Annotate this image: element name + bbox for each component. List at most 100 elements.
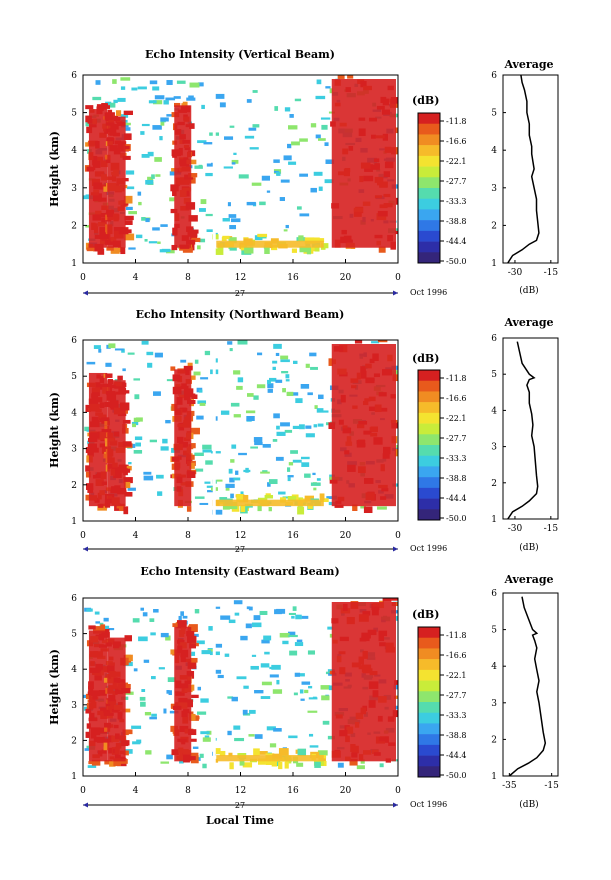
heatmap-cell bbox=[113, 758, 121, 766]
heatmap-cell bbox=[140, 607, 145, 611]
heatmap-cell bbox=[233, 477, 241, 481]
x-tick-label: 20 bbox=[340, 273, 352, 283]
heatmap-cell bbox=[282, 388, 286, 393]
heatmap-cell bbox=[314, 244, 320, 252]
heatmap-cell bbox=[214, 248, 224, 255]
heatmap-cell bbox=[122, 441, 132, 447]
heatmap-cell bbox=[128, 247, 136, 250]
heatmap-cell bbox=[251, 654, 257, 657]
x-tick-label: 0 bbox=[80, 786, 86, 796]
heatmap-cell bbox=[394, 705, 398, 710]
heatmap-cell bbox=[84, 426, 90, 432]
heatmap-cell bbox=[87, 765, 97, 768]
heatmap-cell bbox=[166, 80, 173, 85]
colorbar-tick-label: -27.7 bbox=[446, 177, 467, 186]
x-tick-label: 0 bbox=[395, 786, 401, 796]
heatmap-cell bbox=[225, 483, 235, 488]
heatmap-cell bbox=[268, 479, 278, 485]
colorbar-swatch bbox=[418, 177, 440, 189]
heatmap-cell bbox=[220, 615, 231, 620]
heatmap-cell bbox=[307, 710, 318, 713]
heatmap-cell bbox=[163, 708, 167, 714]
heatmap-cell bbox=[242, 709, 248, 715]
heatmap-cell bbox=[233, 370, 241, 375]
heatmap-cell bbox=[244, 135, 255, 139]
heatmap-cell bbox=[259, 751, 268, 755]
heatmap-cell bbox=[245, 410, 256, 414]
heatmap-cell bbox=[194, 496, 205, 499]
heatmap-cell bbox=[371, 341, 380, 344]
colorbar-tick-label: -38.8 bbox=[446, 217, 467, 226]
colorbar-frame bbox=[417, 626, 441, 778]
heatmap-cell bbox=[310, 187, 317, 193]
colorbar-swatch bbox=[418, 220, 440, 232]
heatmap-cell bbox=[123, 506, 129, 515]
average-y-tick-label: 2 bbox=[491, 735, 497, 745]
heatmap-cell bbox=[189, 643, 196, 649]
heatmap-cell bbox=[271, 664, 281, 670]
heatmap-cell bbox=[140, 131, 145, 135]
heatmap-cell bbox=[299, 689, 304, 694]
average-y-ticks: 1 2 3 4 5 6 bbox=[491, 589, 506, 782]
heatmap-cell bbox=[315, 134, 321, 139]
heatmap-cell bbox=[168, 690, 172, 696]
heatmap-cell bbox=[284, 429, 293, 433]
heatmap-cell bbox=[165, 419, 171, 424]
colorbar-swatch bbox=[418, 755, 440, 767]
colorbar-swatch bbox=[418, 498, 440, 510]
heatmap-cell bbox=[204, 350, 211, 356]
missing-data-gap bbox=[212, 75, 216, 263]
heatmap-cell bbox=[356, 765, 365, 770]
heatmap-cell bbox=[301, 681, 311, 685]
heatmap-cell bbox=[103, 186, 110, 192]
heatmap-cell bbox=[329, 88, 334, 94]
heatmap-cell bbox=[123, 110, 133, 116]
intensity-region bbox=[174, 105, 192, 248]
colorbar-swatch bbox=[418, 648, 440, 660]
heatmap-cell bbox=[94, 611, 100, 615]
heatmap-cell bbox=[269, 674, 279, 678]
heatmap-cell bbox=[276, 171, 281, 176]
heatmap-cell bbox=[304, 495, 314, 502]
heatmap-cell bbox=[207, 490, 216, 493]
colorbar-tick-label: -38.8 bbox=[446, 731, 467, 740]
average-y-tick-label: 1 bbox=[491, 772, 497, 782]
heatmap-cell bbox=[188, 624, 198, 633]
colorbar-swatch bbox=[418, 455, 440, 467]
y-tick-label: 2 bbox=[71, 736, 77, 746]
heatmap-cell bbox=[186, 159, 197, 165]
heatmap-cell bbox=[120, 247, 126, 255]
heatmap-cell bbox=[157, 241, 161, 244]
heatmap-cell bbox=[118, 246, 123, 253]
heatmap-cell bbox=[194, 359, 199, 364]
heatmap-cell bbox=[200, 698, 209, 703]
heatmap-cell bbox=[188, 95, 194, 99]
heatmap-cell bbox=[197, 400, 207, 404]
heatmap-cell bbox=[257, 233, 268, 237]
heatmap-cell bbox=[151, 713, 157, 717]
heatmap-cell bbox=[273, 343, 282, 349]
date-month-label: Oct 1996 bbox=[410, 800, 447, 809]
heatmap-cell bbox=[118, 503, 125, 512]
average-y-tick-label: 2 bbox=[491, 479, 497, 489]
colorbar-swatch bbox=[418, 487, 440, 499]
x-tick-label: 16 bbox=[287, 786, 299, 796]
heatmap-cell bbox=[200, 377, 209, 380]
colorbar-tick-label: -27.7 bbox=[446, 434, 467, 443]
y-axis-label: Height (km) bbox=[48, 649, 61, 725]
heatmap-cell bbox=[324, 179, 334, 184]
heatmap-cell bbox=[196, 640, 205, 645]
heatmap-cell bbox=[144, 238, 148, 242]
heatmap-cell bbox=[287, 467, 291, 472]
average-y-tick-label: 6 bbox=[491, 589, 497, 599]
heatmap-cell bbox=[261, 175, 270, 181]
heatmap-cell bbox=[292, 606, 297, 611]
heatmap-cell bbox=[97, 248, 105, 255]
x-axis-ticks: 0 4 8 12 16 20 0 bbox=[80, 772, 401, 796]
heatmap-cell bbox=[124, 233, 135, 241]
heatmap-cell bbox=[85, 404, 91, 412]
heatmap-cell bbox=[85, 693, 92, 700]
heatmap-cell bbox=[324, 142, 329, 147]
heatmap-cell bbox=[121, 348, 125, 353]
heatmap-cell bbox=[292, 459, 302, 463]
